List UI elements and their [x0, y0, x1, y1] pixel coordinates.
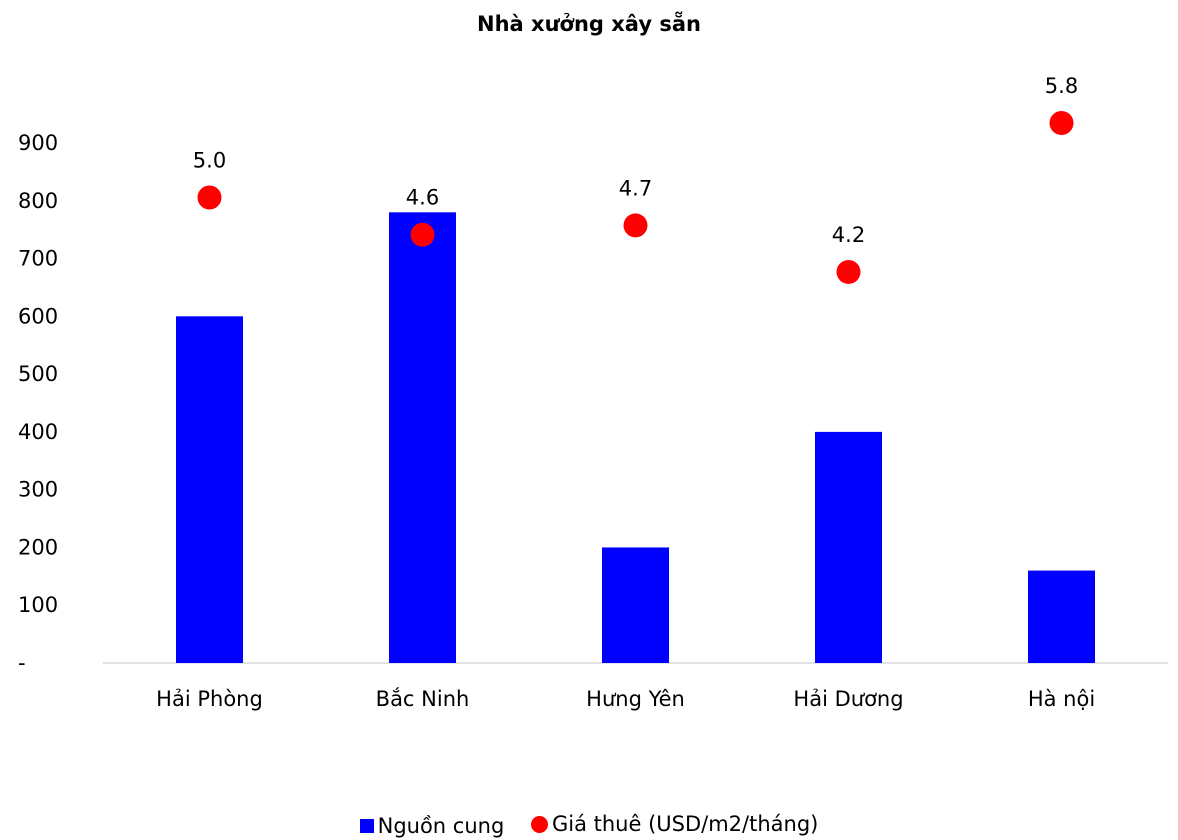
legend-dot-icon [530, 815, 548, 833]
x-axis: Hải Phòng Bắc Ninh Hưng Yên Hải Dương Hà nội [156, 687, 1095, 711]
bar [815, 431, 882, 663]
bar [602, 547, 669, 663]
x-tick-label: Hải Dương [793, 687, 903, 711]
y-tick-label: 500 [18, 362, 58, 386]
y-tick-label: 600 [18, 304, 58, 328]
x-tick-label: Hải Phòng [156, 687, 263, 711]
y-tick-label: 700 [18, 247, 58, 271]
x-tick-label: Bắc Ninh [376, 687, 470, 711]
x-tick-label: Hưng Yên [586, 687, 685, 711]
bar [176, 316, 243, 663]
bar [1028, 570, 1095, 663]
chart: - 100 200 300 400 500 600 700 800 900 5.0 4.6 4.7 4.… [18, 74, 1168, 711]
y-tick-label: 200 [18, 535, 58, 559]
rent-dot [836, 259, 861, 284]
data-label: 5.8 [1045, 74, 1078, 98]
legend-item-rent: Giá thuê (USD/m2/tháng) [530, 812, 819, 836]
data-label: 4.2 [832, 223, 865, 247]
rent-dot [410, 222, 435, 247]
bar-series [176, 212, 1095, 664]
y-tick-label: 800 [18, 189, 58, 213]
legend-label-rent: Giá thuê (USD/m2/tháng) [551, 812, 819, 836]
chart-title: Nhà xưởng xây sẵn [477, 12, 701, 36]
rent-dot [197, 185, 222, 210]
y-tick-label: 300 [18, 478, 58, 502]
y-tick-label: 900 [18, 131, 58, 155]
legend-square-icon [359, 818, 374, 833]
y-axis: - 100 200 300 400 500 600 700 800 900 [18, 131, 58, 675]
rent-dot [1049, 111, 1074, 135]
legend-label-supply: Nguồn cung [377, 813, 505, 838]
y-tick-label: - [18, 651, 26, 675]
dot-series: 5.0 4.6 4.7 4.2 5.8 [193, 74, 1078, 284]
data-label: 5.0 [193, 148, 226, 172]
bar [389, 212, 456, 664]
data-label: 4.6 [406, 186, 439, 210]
y-tick-label: 400 [18, 420, 58, 444]
legend: Nguồn cung Giá thuê (USD/m2/tháng) [0, 812, 1178, 838]
data-label: 4.7 [619, 176, 652, 200]
x-tick-label: Hà nội [1028, 687, 1095, 711]
legend-item-supply: Nguồn cung [359, 813, 505, 838]
y-tick-label: 100 [18, 593, 58, 617]
rent-dot [623, 213, 648, 238]
